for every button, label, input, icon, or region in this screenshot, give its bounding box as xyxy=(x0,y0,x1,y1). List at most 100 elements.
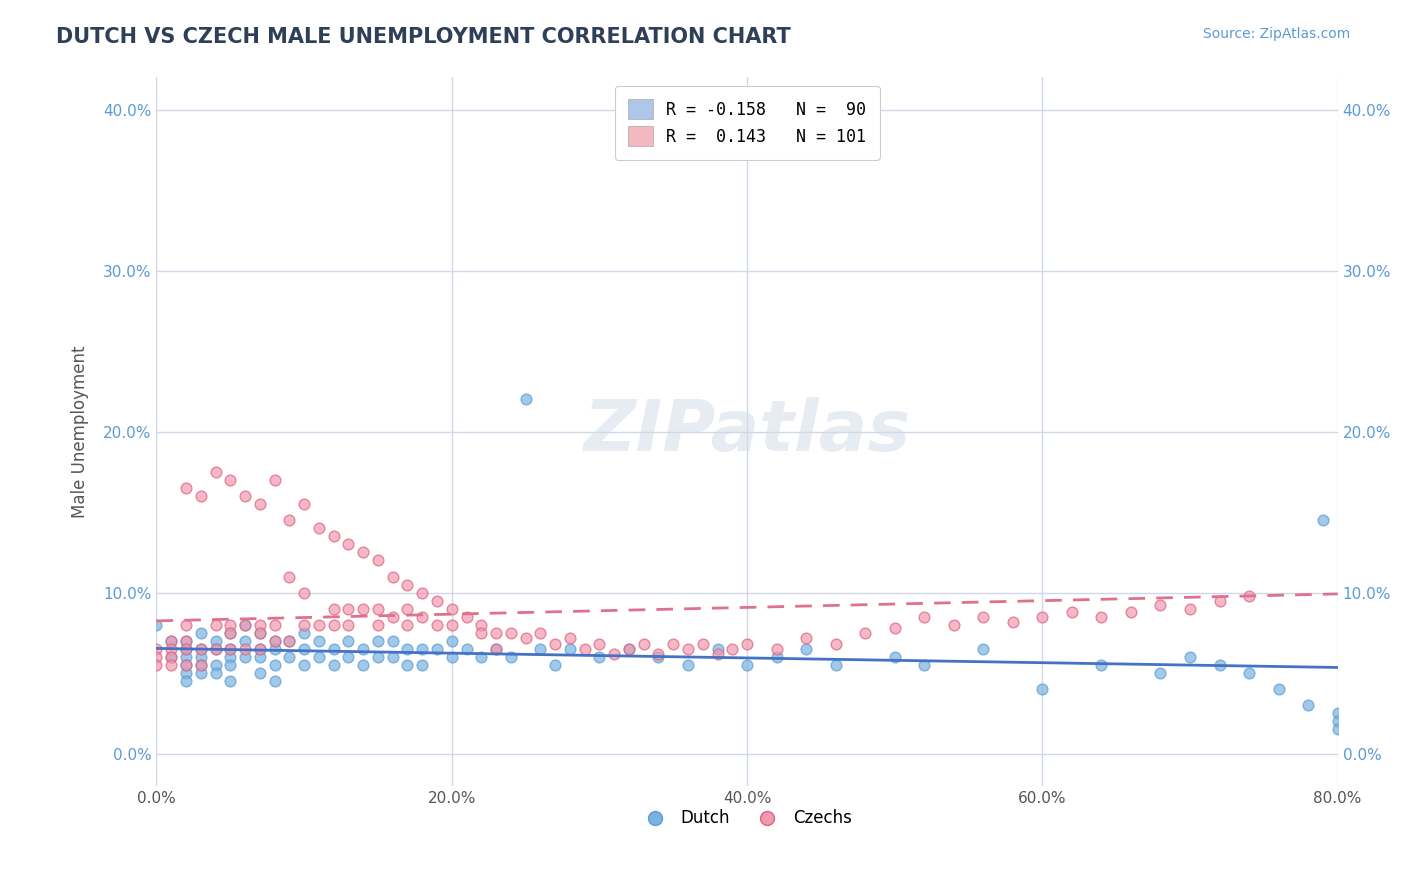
Point xyxy=(617,642,640,657)
Point xyxy=(278,650,301,665)
Point xyxy=(233,650,256,665)
Point xyxy=(190,650,212,665)
Point xyxy=(190,642,212,657)
Point xyxy=(367,617,389,632)
Point xyxy=(794,642,817,657)
Point xyxy=(145,642,167,657)
Point xyxy=(219,674,242,689)
Point xyxy=(499,625,522,640)
Point xyxy=(411,609,433,624)
Point xyxy=(529,642,551,657)
Point xyxy=(1267,682,1289,697)
Point xyxy=(160,633,183,648)
Point xyxy=(219,650,242,665)
Point xyxy=(515,392,537,407)
Point xyxy=(426,617,449,632)
Point xyxy=(278,513,301,527)
Point xyxy=(396,601,419,615)
Point xyxy=(190,658,212,673)
Point xyxy=(440,633,463,648)
Point xyxy=(1208,658,1230,673)
Text: ZIPatlas: ZIPatlas xyxy=(583,397,911,467)
Point xyxy=(1326,714,1348,729)
Point xyxy=(292,585,315,599)
Point xyxy=(794,631,817,645)
Point xyxy=(145,650,167,665)
Point xyxy=(411,658,433,673)
Point xyxy=(1296,698,1319,713)
Point xyxy=(292,497,315,511)
Point xyxy=(972,642,994,657)
Point xyxy=(1208,593,1230,607)
Point xyxy=(367,601,389,615)
Point xyxy=(204,642,226,657)
Point xyxy=(676,658,699,673)
Point xyxy=(145,658,167,673)
Point xyxy=(337,650,360,665)
Point xyxy=(456,609,478,624)
Point xyxy=(219,642,242,657)
Point xyxy=(278,569,301,583)
Point xyxy=(219,625,242,640)
Point xyxy=(337,537,360,551)
Point xyxy=(174,650,197,665)
Point xyxy=(233,617,256,632)
Point xyxy=(1060,605,1083,619)
Point xyxy=(558,642,581,657)
Point xyxy=(292,617,315,632)
Point xyxy=(1178,650,1201,665)
Point xyxy=(337,617,360,632)
Point xyxy=(190,658,212,673)
Point xyxy=(1149,666,1171,681)
Point xyxy=(456,642,478,657)
Point xyxy=(308,650,330,665)
Point xyxy=(352,545,374,559)
Point xyxy=(204,465,226,479)
Point xyxy=(219,625,242,640)
Point xyxy=(233,617,256,632)
Point xyxy=(574,642,596,657)
Point xyxy=(396,577,419,591)
Point xyxy=(174,481,197,495)
Text: Source: ZipAtlas.com: Source: ZipAtlas.com xyxy=(1202,27,1350,41)
Point xyxy=(1031,609,1053,624)
Point xyxy=(381,569,404,583)
Point xyxy=(972,609,994,624)
Point xyxy=(529,625,551,640)
Point xyxy=(292,625,315,640)
Point xyxy=(1178,601,1201,615)
Point xyxy=(278,633,301,648)
Point xyxy=(322,617,344,632)
Point xyxy=(263,633,285,648)
Point xyxy=(853,625,876,640)
Point xyxy=(322,642,344,657)
Point xyxy=(381,633,404,648)
Point xyxy=(692,637,714,651)
Point xyxy=(485,625,508,640)
Point xyxy=(322,529,344,543)
Point xyxy=(263,674,285,689)
Point xyxy=(558,631,581,645)
Point xyxy=(1001,615,1024,629)
Point xyxy=(263,633,285,648)
Point xyxy=(1326,723,1348,737)
Legend: Dutch, Czechs: Dutch, Czechs xyxy=(636,803,859,834)
Point xyxy=(204,658,226,673)
Point xyxy=(190,666,212,681)
Point xyxy=(174,633,197,648)
Point xyxy=(219,617,242,632)
Point xyxy=(381,650,404,665)
Point xyxy=(470,617,492,632)
Point xyxy=(470,650,492,665)
Point xyxy=(912,658,935,673)
Point xyxy=(1326,706,1348,721)
Point xyxy=(292,642,315,657)
Point xyxy=(278,633,301,648)
Point xyxy=(1090,658,1112,673)
Point xyxy=(233,489,256,503)
Point xyxy=(440,650,463,665)
Text: DUTCH VS CZECH MALE UNEMPLOYMENT CORRELATION CHART: DUTCH VS CZECH MALE UNEMPLOYMENT CORRELA… xyxy=(56,27,792,46)
Point xyxy=(1312,513,1334,527)
Point xyxy=(647,647,669,661)
Point xyxy=(735,658,758,673)
